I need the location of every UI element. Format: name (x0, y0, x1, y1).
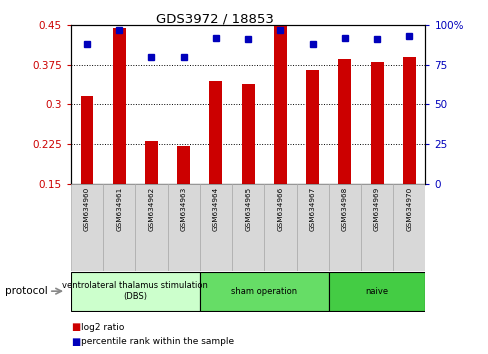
Bar (145, 141, 158, 184)
Bar (103, 184, 135, 271)
Bar (71, 272, 200, 311)
Text: GSM634964: GSM634964 (212, 187, 219, 231)
Text: GSM634966: GSM634966 (277, 187, 283, 231)
Text: ■: ■ (71, 337, 80, 347)
Bar (338, 59, 350, 184)
Bar (264, 184, 296, 271)
Text: GSM634968: GSM634968 (341, 187, 347, 231)
Bar (135, 184, 167, 271)
Text: protocol: protocol (5, 286, 47, 296)
Bar (402, 57, 415, 184)
Bar (305, 70, 318, 184)
Text: log2 ratio: log2 ratio (81, 323, 124, 332)
Bar (328, 184, 360, 271)
Text: sham operation: sham operation (231, 287, 297, 296)
Bar (200, 272, 328, 311)
Bar (71, 184, 103, 271)
Text: GSM634960: GSM634960 (84, 187, 90, 231)
Bar (273, 26, 286, 184)
Text: GSM634965: GSM634965 (244, 187, 251, 231)
Bar (232, 184, 264, 271)
Text: GSM634963: GSM634963 (181, 187, 186, 231)
Text: naive: naive (365, 287, 388, 296)
Bar (392, 184, 425, 271)
Text: GSM634967: GSM634967 (309, 187, 315, 231)
Bar (177, 146, 190, 184)
Text: GDS3972 / 18853: GDS3972 / 18853 (156, 12, 274, 25)
Bar (113, 28, 125, 184)
Bar (209, 80, 222, 184)
Bar (328, 272, 425, 311)
Text: GSM634969: GSM634969 (373, 187, 379, 231)
Text: GSM634962: GSM634962 (148, 187, 154, 231)
Bar (167, 184, 200, 271)
Text: ■: ■ (71, 322, 80, 332)
Bar (81, 96, 93, 184)
Bar (360, 184, 392, 271)
Text: ventrolateral thalamus stimulation
(DBS): ventrolateral thalamus stimulation (DBS) (62, 281, 208, 301)
Text: GSM634970: GSM634970 (406, 187, 411, 231)
Text: GSM634961: GSM634961 (116, 187, 122, 231)
Bar (370, 62, 383, 184)
Bar (241, 84, 254, 184)
Text: percentile rank within the sample: percentile rank within the sample (81, 337, 233, 346)
Bar (200, 184, 232, 271)
Bar (296, 184, 328, 271)
